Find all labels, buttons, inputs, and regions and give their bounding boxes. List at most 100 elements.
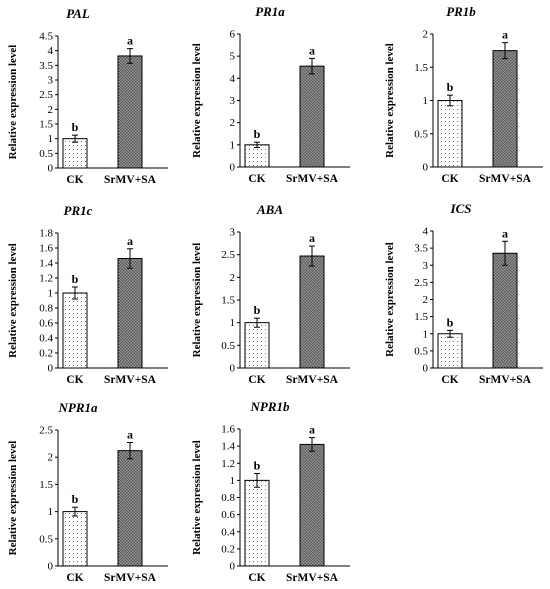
bar-ck [62, 511, 88, 567]
chart-title: PR1c [64, 203, 93, 218]
y-axis-label: Relative expression level [191, 243, 203, 358]
significance-letter: b [254, 127, 261, 141]
bar-srmv-sa [299, 443, 325, 567]
y-tick-label: 2 [423, 294, 429, 306]
y-tick-label: 1.5 [414, 311, 428, 323]
bar-ck [62, 292, 88, 369]
x-category-label: SrMV+SA [286, 572, 339, 584]
x-category-label: SrMV+SA [286, 173, 339, 185]
y-tick-label: 2 [48, 104, 54, 116]
x-category-label: SrMV+SA [479, 374, 532, 386]
y-tick-label: 3 [48, 75, 54, 87]
y-tick-label: 4 [230, 73, 236, 85]
y-tick-label: 1.5 [221, 295, 235, 307]
y-tick-label: 1.6 [221, 424, 235, 436]
chart-title: ICS [450, 201, 472, 216]
x-category-label: CK [248, 374, 265, 386]
chart-panel-pal: PAL Relative expression level 0 0.5 1 1.5 2 2.5… [7, 6, 168, 186]
bar-ck [437, 333, 463, 369]
significance-letter: a [502, 226, 508, 240]
chart-panel-npr1a: NPR1a Relative expression level 0 0.5 1 1.5 2 2… [7, 400, 168, 584]
y-axis-label: Relative expression level [384, 43, 396, 158]
y-tick-label: 1.6 [39, 243, 53, 255]
chart-title: PAL [66, 6, 90, 21]
y-tick-label: 5 [230, 51, 236, 63]
y-tick-label: 0 [48, 163, 54, 175]
x-category-label: SrMV+SA [104, 374, 157, 386]
significance-letter: a [309, 231, 315, 245]
y-tick-label: 0.5 [414, 345, 428, 357]
x-category-label: CK [66, 374, 83, 386]
bar-srmv-sa [117, 55, 143, 169]
y-tick-label: 1 [230, 139, 236, 151]
y-tick-label: 0.5 [221, 340, 235, 352]
y-tick-label: 4 [48, 45, 54, 57]
bar-ck [437, 100, 463, 168]
y-tick-label: 1.8 [39, 228, 53, 240]
y-tick-label: 1 [230, 475, 236, 487]
x-category-label: CK [441, 173, 458, 185]
y-tick-label: 1.4 [39, 258, 53, 270]
y-tick-label: 0.8 [39, 303, 53, 315]
y-tick-label: 0 [230, 363, 236, 375]
x-category-label: CK [441, 374, 458, 386]
x-category-label: SrMV+SA [286, 374, 339, 386]
chart-title: NPR1a [58, 400, 99, 415]
y-tick-label: 0.5 [39, 148, 53, 160]
y-tick-label: 0 [48, 561, 54, 573]
y-tick-label: 0.2 [39, 348, 53, 360]
significance-letter: b [447, 315, 454, 329]
chart-title: ABA [256, 202, 283, 217]
y-tick-label: 6 [230, 29, 236, 41]
y-axis-label: Relative expression level [384, 242, 396, 357]
x-category-label: CK [248, 173, 265, 185]
x-category-label: SrMV+SA [479, 173, 532, 185]
bar-srmv-sa [492, 252, 518, 369]
y-tick-label: 2 [230, 272, 236, 284]
significance-letter: a [127, 234, 133, 248]
y-tick-label: 0 [230, 162, 236, 174]
x-category-label: CK [66, 174, 83, 186]
significance-letter: a [127, 34, 133, 48]
significance-letter: b [72, 272, 79, 286]
y-tick-label: 1 [48, 288, 54, 300]
y-tick-label: 0.4 [221, 526, 235, 538]
bar-srmv-sa [492, 50, 518, 168]
y-tick-label: 2.5 [221, 249, 235, 261]
y-tick-label: 2 [230, 117, 236, 129]
bar-srmv-sa [117, 258, 143, 369]
y-tick-label: 1 [48, 133, 54, 145]
y-tick-label: 1 [423, 95, 429, 107]
y-tick-label: 0.8 [221, 492, 235, 504]
y-tick-label: 1 [230, 317, 236, 329]
y-tick-label: 1.5 [414, 62, 428, 74]
y-tick-label: 3 [423, 260, 429, 272]
bar-srmv-sa [299, 255, 325, 369]
x-category-label: SrMV+SA [104, 572, 157, 584]
significance-letter: a [309, 423, 315, 437]
y-tick-label: 0.2 [221, 543, 235, 555]
chart-panel-npr1b: NPR1b Relative expression level 0 0.2 0.4 0.6… [191, 399, 350, 584]
y-tick-label: 0.6 [39, 318, 53, 330]
chart-panel-pr1b: PR1b Relative expression level 0 0.5 1 1.5 2 b C… [384, 4, 543, 185]
y-tick-label: 2.5 [39, 89, 53, 101]
y-tick-label: 4.5 [39, 31, 53, 43]
chart-panel-pr1a: PR1a Relative expression level 0 1 2 3 4 5 6 b CK a… [191, 4, 350, 185]
y-tick-label: 0.4 [39, 333, 53, 345]
y-tick-label: 3.5 [39, 60, 53, 72]
y-tick-label: 1.4 [221, 441, 235, 453]
y-axis-label: Relative expression level [7, 45, 19, 160]
y-tick-label: 0 [423, 162, 429, 174]
y-tick-label: 2.5 [414, 277, 428, 289]
y-tick-label: 2.5 [39, 425, 53, 437]
y-axis-label: Relative expression level [191, 440, 203, 555]
significance-letter: b [72, 120, 79, 134]
y-tick-label: 2 [423, 29, 429, 41]
bar-srmv-sa [299, 65, 325, 168]
y-tick-label: 3 [230, 227, 236, 239]
y-tick-label: 0.5 [414, 128, 428, 140]
y-axis-label: Relative expression level [7, 441, 19, 556]
chart-panel-ics: ICS Relative expression level 0 0.5 1 1.5 2 2.5… [384, 201, 543, 386]
significance-letter: a [127, 428, 133, 442]
